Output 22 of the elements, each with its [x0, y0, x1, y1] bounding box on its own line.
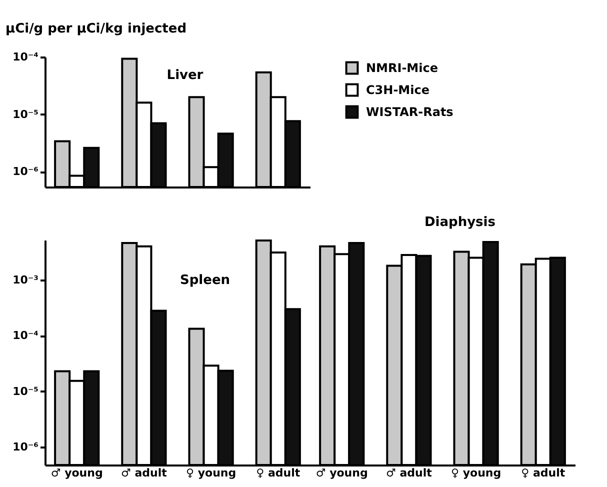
y-tick-label: 10⁻³ [12, 273, 39, 286]
legend-label: NMRI-Mice [366, 61, 438, 75]
text: Liver [166, 68, 204, 83]
x-tick-label: ♀ adult [521, 466, 566, 480]
x-tick-label: ♂ young [50, 466, 103, 480]
y-tick-label: 10⁻⁴ [12, 50, 39, 64]
y-tick-label: 10⁻⁶ [12, 165, 39, 178]
x-tick-label: ♂ adult [386, 466, 432, 480]
y-tick-label: 10⁻⁵ [12, 384, 39, 398]
y-tick-label: 10⁻⁴ [12, 329, 39, 342]
legend-label: C3H-Mice [366, 83, 430, 97]
text: Spleen [180, 273, 230, 288]
y-tick-label: 10⁻⁶ [12, 440, 39, 454]
x-tick-label: ♂ adult [121, 466, 167, 480]
chart-title: Diaphysis [424, 215, 496, 230]
y-tick-label: 10⁻⁵ [12, 108, 39, 121]
x-tick-label: ♀ young [450, 466, 502, 480]
x-tick-label: ♀ young [186, 466, 236, 480]
legend-label: WISTAR-Rats [366, 105, 454, 119]
x-tick-label: ♀ adult [256, 466, 300, 480]
y-axis-title: μCi/g per μCi/kg injected [6, 22, 187, 36]
x-tick-label: ♂ young [316, 466, 368, 480]
